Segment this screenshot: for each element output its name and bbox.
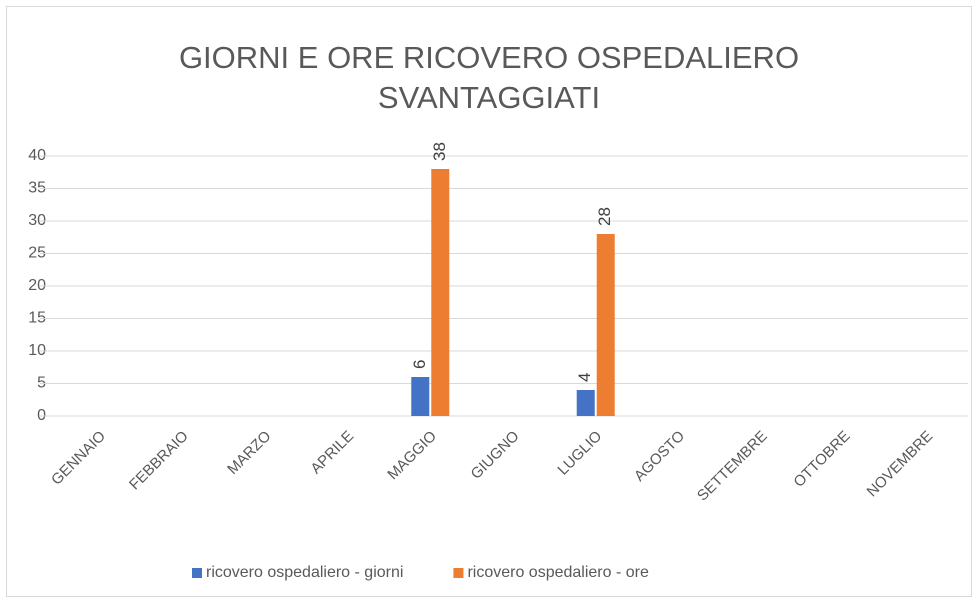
bar [596, 234, 615, 416]
legend-swatch [192, 568, 202, 578]
data-label: 4 [575, 373, 594, 382]
bar [411, 377, 430, 416]
legend-label: ricovero ospedaliero - giorni [206, 564, 403, 581]
y-tick-label: 15 [28, 310, 46, 327]
y-tick-label: 30 [28, 212, 46, 229]
legend-swatch [453, 568, 464, 578]
bar [576, 390, 595, 416]
data-label: 6 [410, 360, 429, 369]
y-tick-label: 40 [28, 147, 46, 164]
chart-title: GIORNI E ORE RICOVERO OSPEDALIERO SVANTA… [178, 40, 800, 115]
y-tick-label: 20 [28, 277, 46, 294]
chart-border [6, 6, 972, 597]
data-label: 38 [430, 142, 449, 161]
data-label: 28 [595, 207, 614, 226]
y-tick-label: 10 [28, 342, 46, 359]
legend-label: ricovero ospedaliero - ore [467, 564, 649, 581]
y-tick-label: 35 [28, 180, 46, 197]
y-tick-label: 25 [28, 245, 46, 262]
bar [431, 169, 450, 416]
